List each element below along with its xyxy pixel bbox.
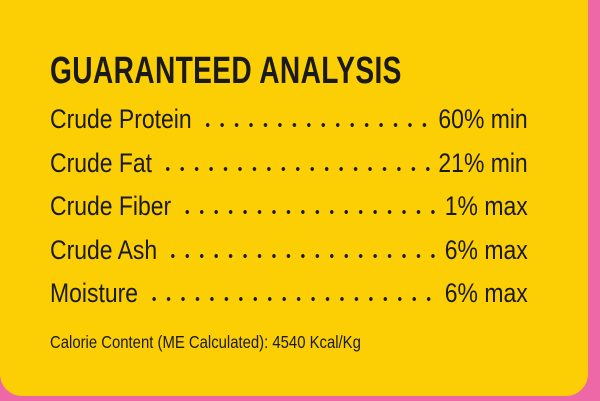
nutrient-value: 60% min (438, 104, 528, 134)
calorie-content: Calorie Content (ME Calculated): 4540 Kc… (50, 332, 361, 352)
dot-leader (146, 296, 438, 302)
nutrient-label: Crude Ash (50, 234, 158, 265)
nutrient-label: Moisture (50, 278, 139, 308)
dot-leader (165, 252, 438, 259)
nutrient-label: Crude Fiber (50, 191, 172, 221)
nutrient-value: 21% min (438, 147, 528, 178)
nutrient-value: 1% max (444, 191, 528, 221)
analysis-row: Crude Ash 6% max (50, 235, 528, 279)
nutrient-label: Crude Fat (50, 147, 153, 178)
dot-leader (200, 122, 432, 128)
nutrient-value: 6% max (444, 234, 528, 265)
dot-leader (179, 209, 438, 215)
nutrient-label: Crude Protein (50, 104, 192, 134)
analysis-row: Crude Protein 60% min (50, 104, 528, 148)
analysis-list: Crude Protein 60% min Crude Fat 21% min Crud… (50, 104, 528, 322)
dot-leader (160, 165, 432, 172)
nutrient-value: 6% max (444, 278, 528, 308)
analysis-row: Crude Fat 21% min (50, 148, 528, 192)
analysis-row: Moisture 6% max (50, 278, 528, 322)
label-panel (0, 0, 588, 396)
title: GUARANTEED ANALYSIS (50, 50, 402, 92)
analysis-row: Crude Fiber 1% max (50, 191, 528, 235)
